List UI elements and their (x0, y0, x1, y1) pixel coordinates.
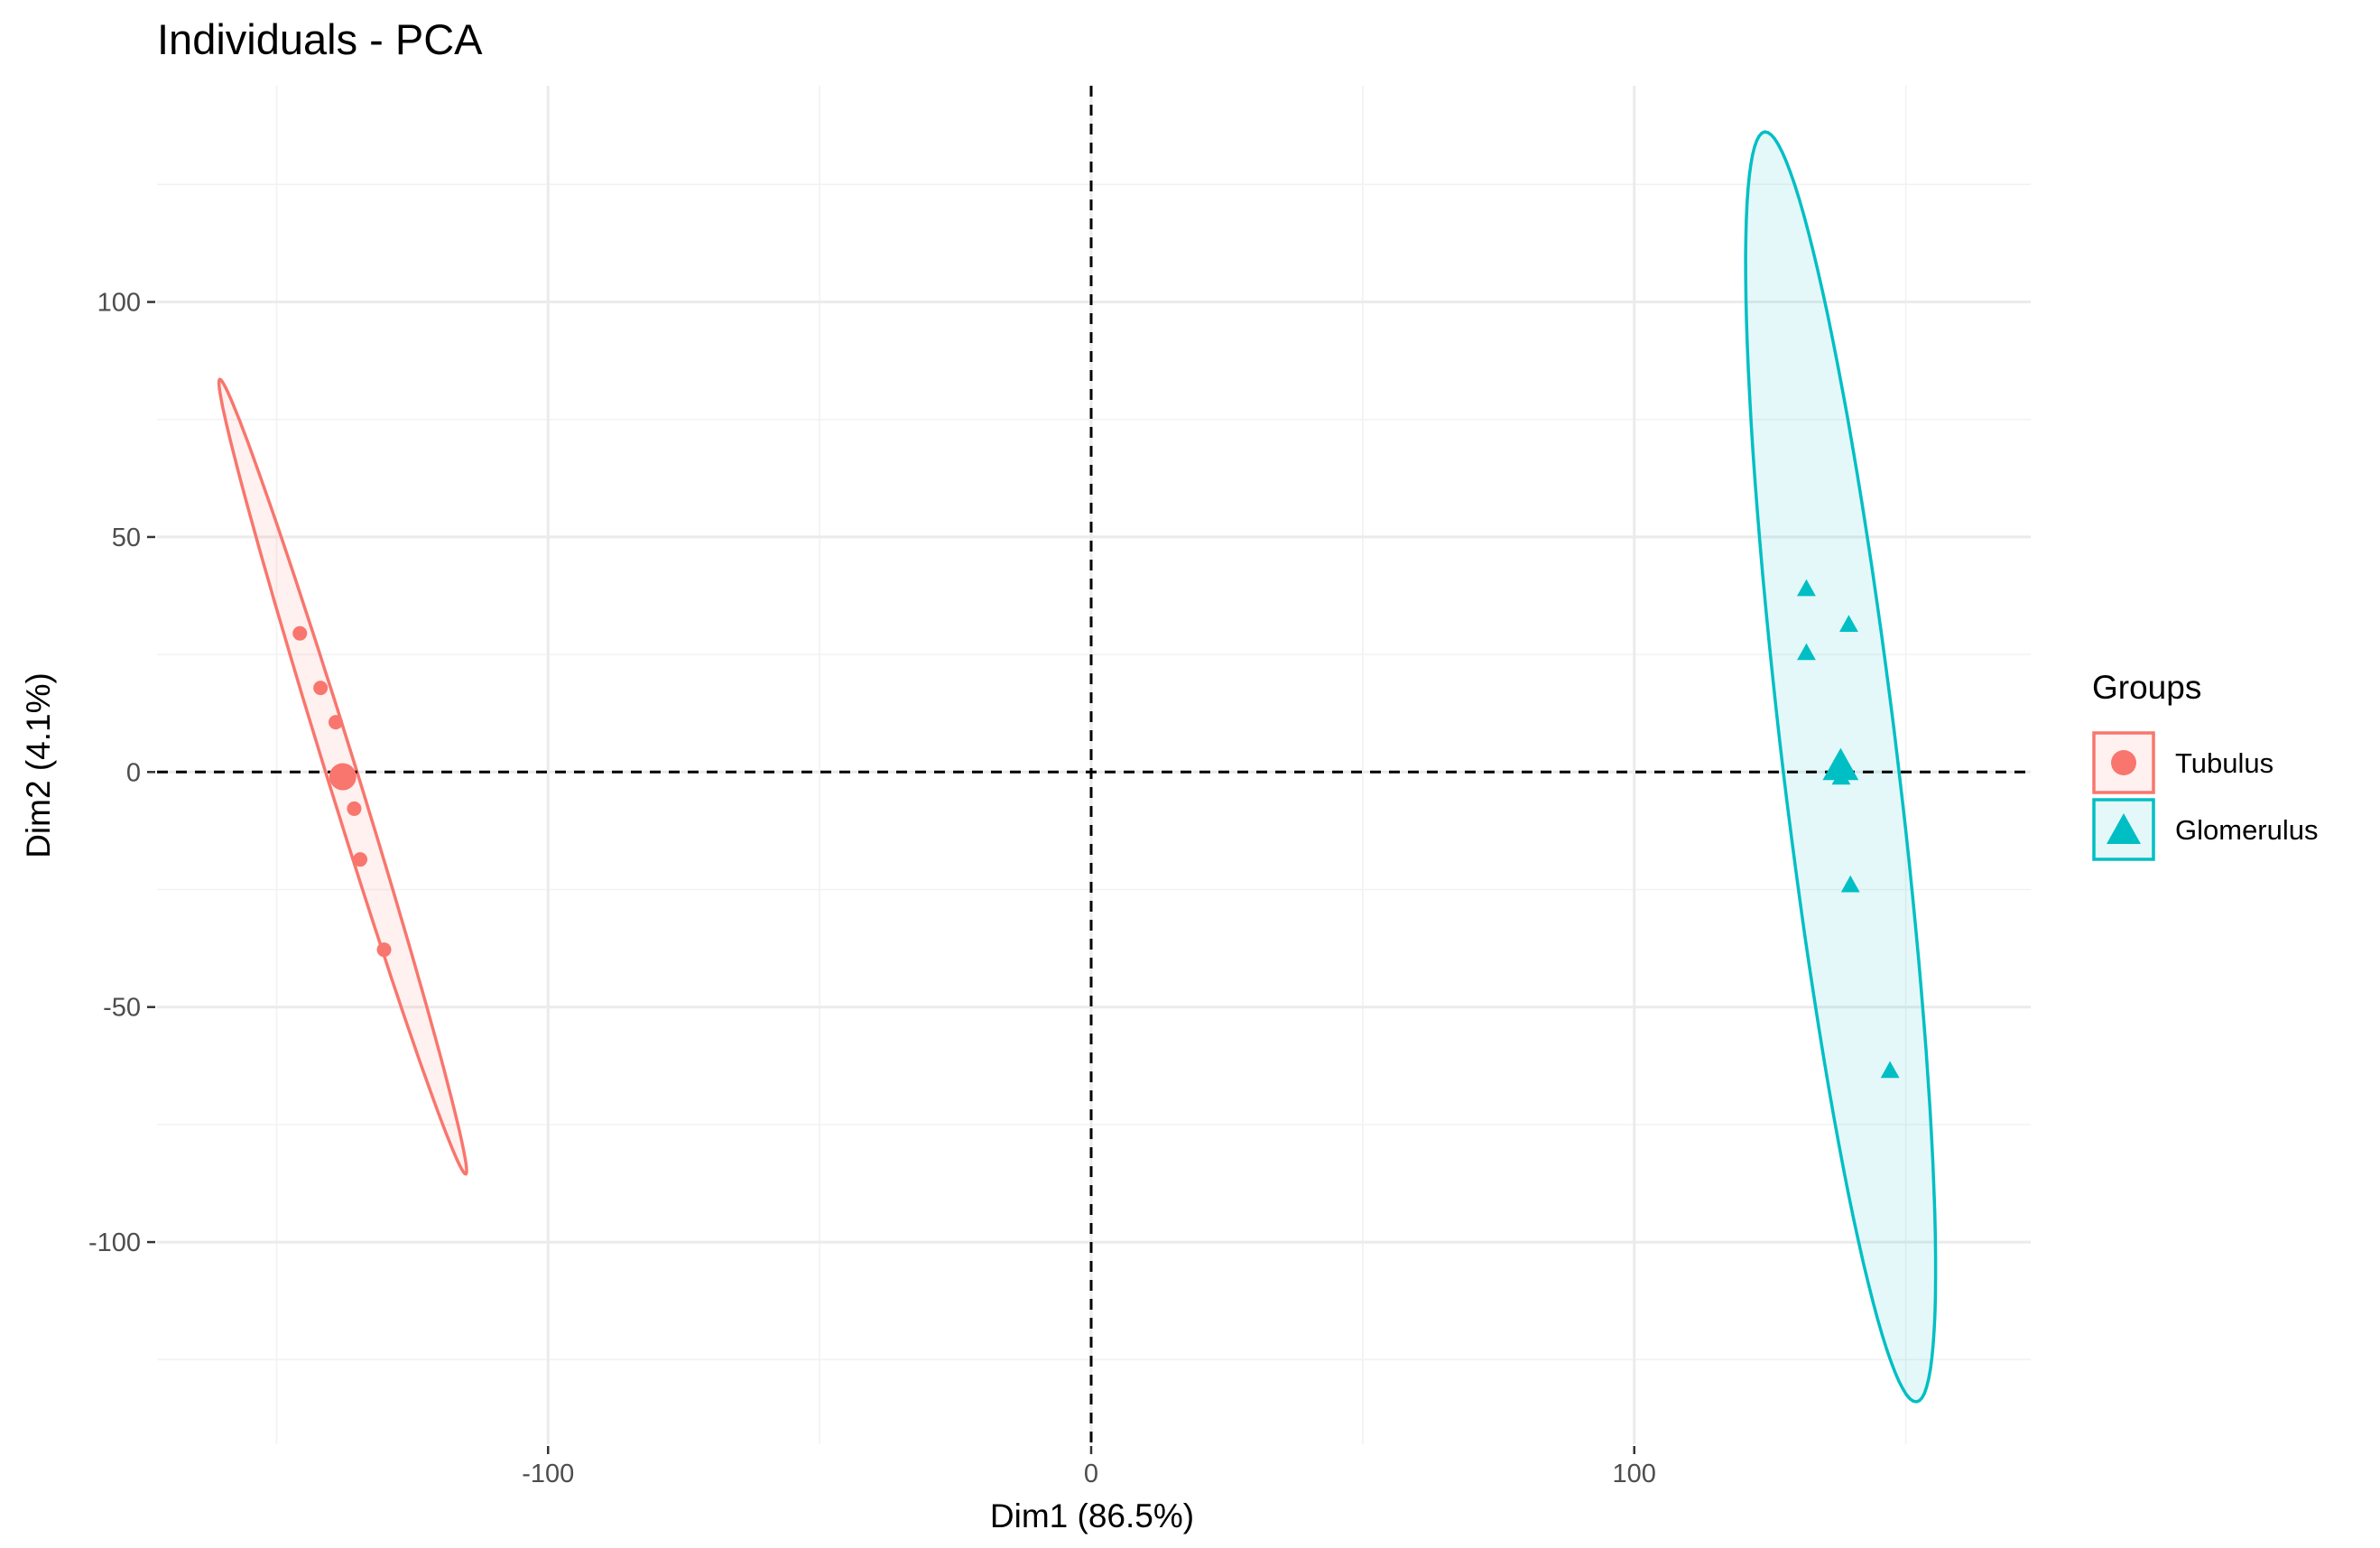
data-points (292, 579, 1900, 1079)
tubulus-point (376, 942, 392, 958)
tubulus-point (328, 715, 343, 730)
chart-title: Individuals - PCA (157, 15, 483, 63)
legend-circle-tubulus (2111, 750, 2136, 775)
tubulus-point (292, 626, 308, 641)
tubulus-point (353, 852, 368, 867)
confidence-ellipses (217, 130, 1938, 1404)
tubulus-centroid (329, 763, 357, 791)
legend-title: Groups (2092, 669, 2201, 706)
y-tick-label: -100 (88, 1228, 141, 1257)
x-tick-label: 0 (1084, 1460, 1098, 1488)
minor-gridlines (157, 86, 2031, 1444)
glomerulus-point (1840, 875, 1860, 893)
legend: Groups Tubulus Glomerulus (2092, 669, 2319, 861)
glomerulus-point (1880, 1061, 1900, 1079)
x-tick-label: -100 (522, 1460, 574, 1488)
tubulus-point (347, 801, 362, 816)
legend-label-glomerulus: Glomerulus (2175, 814, 2319, 846)
major-gridlines (157, 86, 2031, 1444)
x-axis-title: Dim1 (86.5%) (990, 1497, 1194, 1534)
legend-triangle-glomerulus (2107, 813, 2141, 844)
axis-ticks: -100 0 100 -100 -50 0 50 100 (88, 289, 1656, 1488)
tubulus-point (313, 681, 329, 696)
y-axis-title: Dim2 (4.1%) (20, 672, 57, 858)
glomerulus-centroid (1822, 747, 1859, 781)
glomerulus-point (1797, 643, 1816, 661)
y-tick-label: -50 (103, 994, 141, 1023)
x-tick-label: 100 (1613, 1460, 1656, 1488)
y-tick-label: 50 (112, 524, 141, 552)
reference-lines (157, 86, 2031, 1444)
glomerulus-point (1797, 579, 1816, 597)
y-tick-label: 0 (126, 758, 141, 787)
glomerulus-point (1839, 615, 1858, 632)
y-tick-label: 100 (97, 289, 141, 318)
legend-label-tubulus: Tubulus (2175, 747, 2274, 779)
